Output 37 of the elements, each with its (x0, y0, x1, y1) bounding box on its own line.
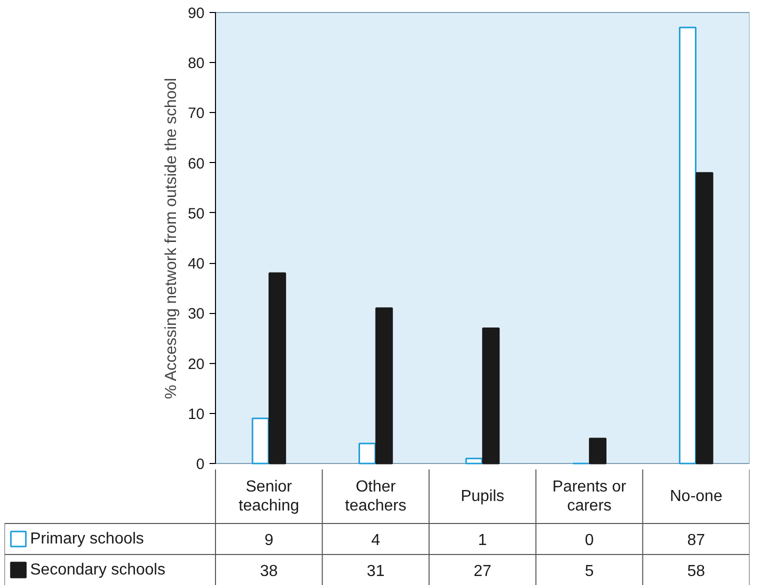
y-tick-label: 50 (188, 205, 205, 222)
data-label: 0 (584, 532, 594, 549)
bar (696, 172, 714, 464)
y-tick-label: 90 (188, 5, 205, 22)
bar (358, 442, 376, 464)
bar (268, 272, 286, 464)
x-tick-label: No-one (670, 488, 722, 505)
x-tick-label: Pupils (460, 488, 504, 505)
legend-label: Secondary schools (30, 562, 166, 578)
y-tick-label: 60 (188, 155, 205, 172)
bar (678, 26, 696, 464)
data-label: 9 (264, 532, 274, 549)
bar (588, 438, 606, 464)
data-label: 31 (366, 563, 385, 580)
y-tick-label: 10 (188, 406, 205, 423)
x-tick-label: Senior teaching (238, 478, 300, 514)
data-label: 38 (260, 563, 278, 580)
x-tick-label: Parents or carers (552, 478, 627, 514)
legend-label: Primary schools (30, 530, 144, 548)
bar (252, 418, 270, 464)
bar (482, 327, 500, 464)
data-label: 87 (687, 532, 706, 549)
y-tick-label: 80 (188, 55, 205, 72)
data-label: 1 (478, 532, 488, 549)
data-label: 58 (687, 563, 706, 580)
data-label: 4 (371, 532, 380, 549)
y-tick-label: 40 (188, 256, 205, 273)
y-axis-title: % Accessing network from outside the school (162, 78, 180, 399)
data-label: 27 (474, 563, 492, 580)
y-tick-label: 20 (188, 356, 205, 373)
y-tick-label: 70 (188, 105, 205, 122)
y-tick-label: 0 (196, 456, 204, 473)
bar (375, 307, 393, 464)
bar (465, 458, 483, 464)
x-tick-label: Other teachers (345, 478, 406, 514)
data-label: 5 (584, 563, 594, 580)
y-tick-label: 30 (188, 306, 205, 323)
